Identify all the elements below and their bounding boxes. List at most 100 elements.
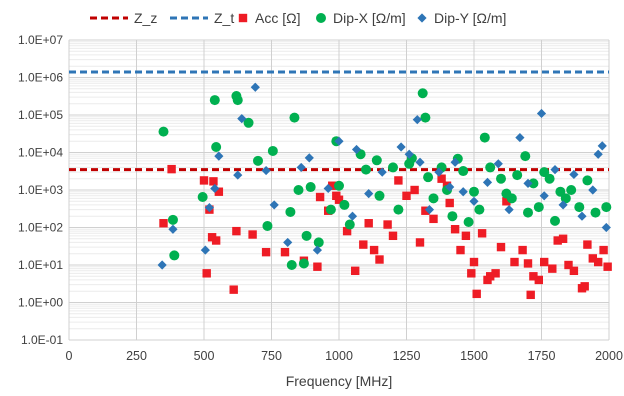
series-dip-y — [157, 82, 611, 270]
data-point-dip-y — [283, 237, 293, 248]
data-point-dip-x — [267, 145, 278, 156]
data-point-dip-x — [167, 214, 178, 225]
data-point-dip-x — [243, 117, 254, 128]
data-point-dip-y — [550, 164, 560, 175]
data-point-dip-y — [168, 224, 178, 234]
data-point-acc — [548, 264, 557, 273]
data-point-dip-x — [313, 237, 324, 248]
data-point-acc — [558, 234, 568, 243]
x-axis-title: Frequency [MHz] — [286, 373, 393, 389]
data-point-acc — [280, 247, 290, 257]
y-tick-label: 1.0E+00 — [18, 296, 63, 310]
data-point-dip-y — [601, 222, 611, 233]
data-point-acc — [523, 259, 533, 268]
data-point-dip-x — [520, 151, 531, 162]
data-point-dip-x — [506, 193, 517, 204]
data-point-dip-y — [577, 211, 587, 221]
data-point-acc — [410, 185, 419, 195]
data-point-dip-x — [344, 219, 355, 230]
data-point-dip-y — [233, 170, 243, 180]
data-point-acc — [583, 240, 592, 249]
data-point-dip-x — [298, 258, 309, 269]
data-point-dip-x — [285, 206, 296, 217]
y-tick-label: 1.0E+01 — [18, 258, 63, 272]
y-tick-label: 1.0E-01 — [21, 333, 63, 347]
data-point-acc — [209, 177, 218, 186]
data-point-dip-y — [412, 115, 422, 125]
data-point-dip-y — [539, 191, 549, 201]
data-point-dip-x — [469, 186, 479, 197]
data-point-dip-x — [169, 250, 180, 261]
data-point-acc — [540, 257, 549, 267]
data-point-dip-x — [550, 215, 560, 226]
data-point-dip-x — [301, 230, 312, 241]
data-point-dip-y — [515, 132, 525, 143]
data-point-dip-y — [523, 178, 533, 188]
data-point-dip-x — [496, 173, 506, 184]
data-point-acc — [214, 187, 224, 196]
x-tick-label: 1750 — [528, 349, 556, 363]
data-point-dip-y — [597, 141, 607, 151]
data-point-dip-x — [417, 88, 428, 99]
data-point-dip-x — [325, 204, 336, 215]
data-point-dip-y — [296, 162, 306, 173]
data-point-dip-y — [458, 187, 468, 197]
data-point-dip-x — [566, 185, 577, 195]
y-axis-ticks: 1.0E-01 1.0E+00 1.0E+01 1.0E+02 1.0E+03 1.0E+… — [18, 33, 63, 347]
data-point-acc — [580, 282, 589, 291]
data-point-acc — [199, 176, 209, 185]
data-point-dip-y — [415, 157, 425, 167]
data-point-acc — [526, 290, 535, 300]
x-tick-label: 0 — [66, 349, 73, 363]
legend-label-dip-x: Dip-X [Ω/m] — [333, 10, 406, 26]
data-point-acc — [469, 257, 479, 267]
data-point-acc — [553, 236, 562, 245]
data-point-acc — [415, 238, 425, 247]
data-point-dip-x — [420, 112, 431, 123]
data-point-acc — [564, 260, 573, 270]
data-point-acc — [472, 289, 481, 299]
data-point-dip-x — [289, 112, 300, 123]
data-point-acc — [334, 195, 344, 204]
data-point-dip-y — [404, 149, 414, 159]
data-point-dip-x — [197, 192, 208, 203]
legend: Z_z Z_t Acc [Ω] Dip-X [Ω/m] Dip-Y [Ω/m] — [90, 10, 506, 26]
data-point-dip-x — [423, 172, 434, 183]
data-point-dip-x — [388, 162, 398, 173]
data-point-dip-x — [209, 95, 220, 106]
y-tick-label: 1.0E+03 — [18, 183, 63, 197]
data-series — [157, 82, 612, 300]
x-tick-label: 2000 — [595, 349, 623, 363]
reference-lines — [69, 70, 609, 172]
data-point-acc — [445, 198, 454, 208]
x-tick-label: 1000 — [325, 349, 353, 363]
data-point-dip-y — [593, 149, 603, 159]
data-point-acc — [248, 230, 257, 239]
data-point-dip-x — [539, 167, 550, 178]
data-point-dip-y — [445, 182, 455, 192]
data-point-acc — [202, 269, 211, 278]
data-point-dip-x — [474, 204, 485, 215]
data-point-dip-x — [458, 166, 469, 177]
data-point-acc — [594, 257, 603, 267]
data-point-acc — [359, 240, 368, 249]
data-point-dip-x — [533, 202, 544, 213]
data-point-acc — [456, 245, 465, 255]
data-point-dip-y — [237, 114, 247, 124]
data-point-dip-y — [434, 167, 444, 177]
data-point-acc — [477, 229, 487, 238]
data-point-dip-y — [588, 185, 598, 195]
data-point-acc — [375, 255, 384, 264]
data-point-dip-x — [371, 155, 382, 166]
data-point-dip-y — [347, 211, 358, 221]
data-point-dip-y — [377, 167, 387, 177]
data-point-dip-x — [361, 164, 371, 175]
data-point-acc — [421, 206, 430, 215]
data-point-acc — [588, 254, 597, 263]
data-point-dip-x — [334, 180, 344, 191]
data-point-dip-y — [450, 157, 460, 167]
data-point-dip-x — [590, 207, 601, 218]
y-tick-label: 1.0E+06 — [18, 71, 63, 85]
data-point-acc — [315, 192, 325, 202]
